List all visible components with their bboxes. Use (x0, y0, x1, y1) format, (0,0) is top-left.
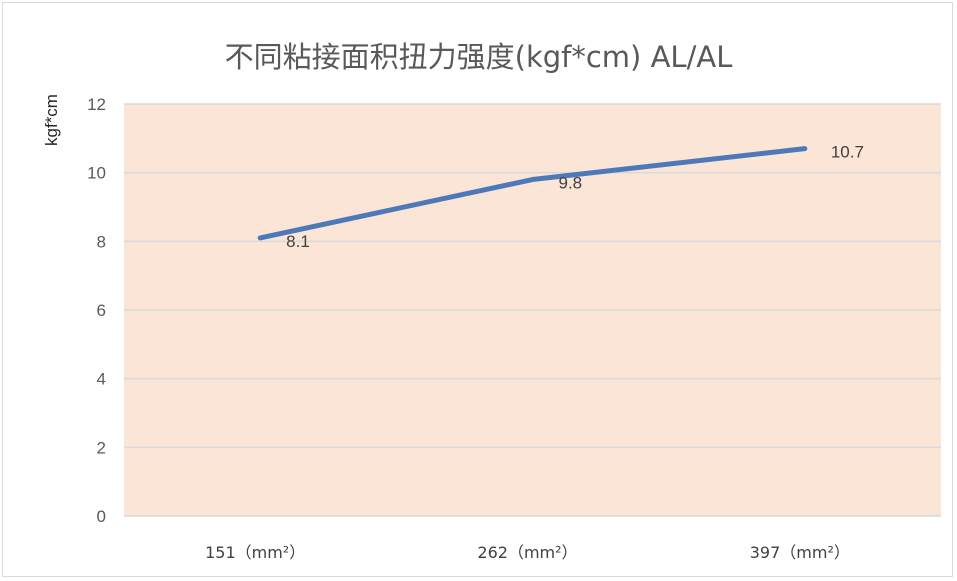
data-label: 9.8 (559, 174, 583, 193)
chart-title: 不同粘接面积扭力强度(kgf*cm) AL/AL (224, 40, 733, 74)
y-tick-label: 10 (87, 164, 106, 183)
y-tick-label: 8 (97, 232, 106, 251)
data-label: 10.7 (831, 143, 864, 162)
y-tick-label: 12 (87, 95, 106, 114)
x-tick-label: 151（mm²） (205, 543, 305, 562)
y-tick-label: 4 (97, 370, 106, 389)
x-tick-label: 262（mm²） (477, 543, 577, 562)
y-tick-label: 6 (97, 301, 106, 320)
y-tick-label: 0 (97, 507, 106, 526)
x-tick-label: 397（mm²） (750, 543, 850, 562)
y-tick-label: 2 (97, 438, 106, 457)
data-label: 8.1 (286, 232, 310, 251)
